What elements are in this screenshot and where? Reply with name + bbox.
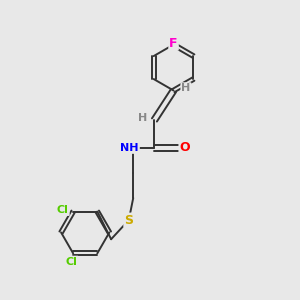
Text: H: H [138, 112, 147, 123]
Text: Cl: Cl [66, 256, 78, 267]
Text: NH: NH [120, 143, 139, 153]
Text: F: F [169, 37, 178, 50]
Text: Cl: Cl [57, 205, 69, 215]
Text: S: S [124, 214, 133, 226]
Text: O: O [179, 141, 190, 154]
Text: H: H [181, 83, 190, 93]
